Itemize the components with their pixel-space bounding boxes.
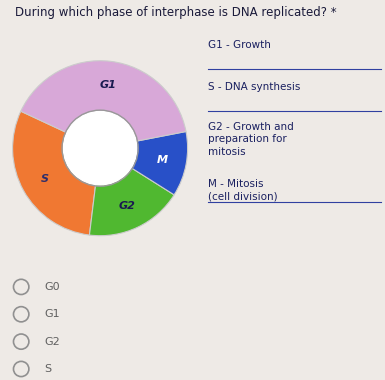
Text: G1: G1	[99, 80, 116, 90]
Text: G0: G0	[44, 282, 60, 292]
Text: M - Mitosis
(cell division): M - Mitosis (cell division)	[208, 179, 278, 201]
Circle shape	[64, 111, 137, 185]
Wedge shape	[21, 61, 186, 141]
Text: G1: G1	[44, 309, 60, 319]
Text: S: S	[40, 174, 49, 184]
Text: M: M	[157, 155, 168, 165]
Wedge shape	[131, 131, 187, 195]
Text: S - DNA synthesis: S - DNA synthesis	[208, 82, 300, 92]
Text: G2: G2	[119, 201, 136, 211]
Text: G2: G2	[44, 337, 60, 347]
Text: G1 - Growth: G1 - Growth	[208, 40, 271, 50]
Wedge shape	[13, 111, 95, 235]
Text: S: S	[44, 364, 52, 374]
Text: G2 - Growth and
preparation for
mitosis: G2 - Growth and preparation for mitosis	[208, 122, 294, 157]
Text: During which phase of interphase is DNA replicated? *: During which phase of interphase is DNA …	[15, 6, 337, 19]
Wedge shape	[89, 168, 174, 236]
